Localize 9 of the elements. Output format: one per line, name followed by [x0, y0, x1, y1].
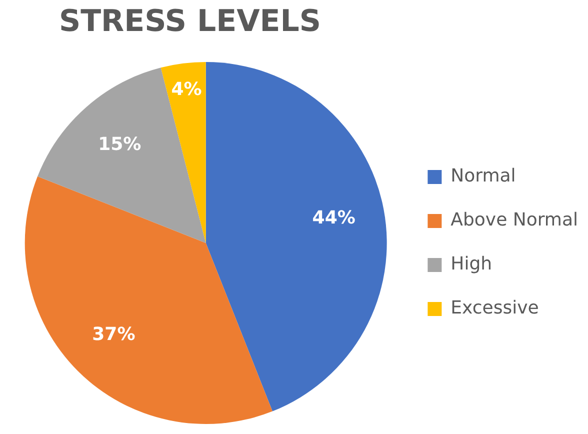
legend-label: Above Normal [450, 210, 578, 231]
data-label: 4% [171, 79, 202, 100]
legend-label: Excessive [450, 298, 539, 319]
data-label: 44% [312, 207, 356, 228]
legend-label: Normal [450, 166, 516, 187]
legend-label: High [450, 254, 492, 275]
data-label: 15% [98, 134, 142, 155]
chart-title: STRESS LEVELS [58, 4, 322, 39]
data-label: 37% [92, 324, 136, 345]
